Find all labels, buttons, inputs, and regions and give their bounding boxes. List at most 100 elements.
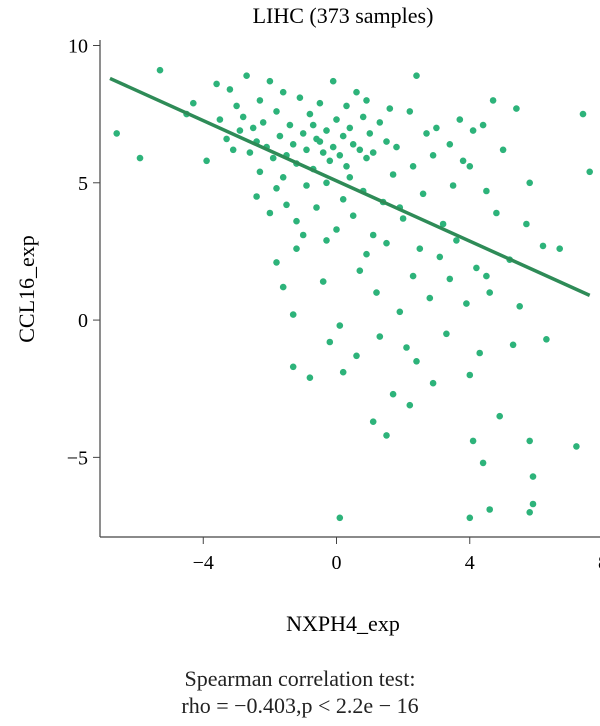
data-point [190,99,197,107]
data-point [543,336,550,343]
data-point [399,215,407,222]
data-point [393,143,400,151]
data-point [333,116,340,123]
data-point [429,379,437,387]
data-point [226,86,234,93]
data-point [383,432,390,439]
data-point [383,138,390,145]
data-point [439,220,447,228]
data-point [523,220,530,228]
data-point [213,80,220,88]
data-point [336,514,344,522]
data-point [413,72,420,79]
data-point [336,322,344,329]
data-point [316,99,324,107]
data-point [293,245,300,252]
data-point [366,130,374,137]
data-point [526,437,533,445]
data-point [479,459,487,467]
data-point [306,110,314,118]
data-point [299,231,307,239]
data-point [326,338,334,346]
data-point [486,289,494,296]
regression-line [109,76,591,297]
data-point [343,102,350,110]
data-point [323,179,330,187]
data-point [303,182,310,189]
data-point [423,130,430,137]
data-point [256,168,264,176]
data-point [273,185,280,192]
data-point [323,127,330,134]
data-point [539,242,547,250]
data-point [333,226,340,233]
x-axis-ticks: −4 0 4 8 [193,537,600,574]
data-point [496,412,504,420]
data-point [269,154,277,162]
data-point [466,163,474,170]
data-point [319,149,327,156]
data-point [526,179,533,187]
y-tick-label: −5 [67,447,88,469]
data-point [486,506,494,513]
data-point [479,121,487,129]
data-point [276,132,284,140]
data-point [473,264,480,272]
data-point [279,174,287,181]
data-point [409,272,417,280]
x-tick-label: 4 [465,552,475,574]
data-point [369,418,377,426]
stats-test-label: Spearman correlation test: [184,666,416,691]
data-point [389,171,397,178]
data-point [483,187,490,195]
data-point [273,108,280,115]
data-point [406,108,414,115]
data-point [113,130,120,137]
data-point [243,72,250,79]
data-point [429,152,437,159]
data-point [463,300,470,307]
data-point [363,154,370,162]
data-point [259,119,267,126]
data-point [279,88,287,96]
data-point [369,231,377,239]
data-point [223,135,230,143]
data-point [336,152,344,159]
x-tick-label: 8 [598,552,600,574]
data-point [453,237,460,244]
data-point [349,212,357,219]
data-point [499,146,507,154]
data-point [526,509,533,516]
data-point [389,390,397,398]
data-point [489,97,497,104]
data-point [339,132,347,140]
data-point [253,193,260,200]
y-tick-label: 0 [78,310,88,332]
data-point [529,473,537,480]
data-point [136,154,144,162]
data-point [466,371,474,379]
data-point [329,77,337,85]
data-point [363,97,370,104]
data-point [579,110,587,118]
data-point [396,308,404,316]
data-point [256,97,264,104]
data-point [216,116,224,123]
data-point [339,196,347,203]
data-point [239,113,247,121]
y-tick-label: 5 [78,173,88,195]
data-point [266,77,274,85]
data-point [476,349,484,357]
data-point [483,272,490,280]
data-point [316,138,324,145]
data-point [229,146,237,154]
data-point [279,283,287,291]
data-point [343,163,350,170]
data-point [509,341,517,349]
data-point [383,239,390,247]
data-point [449,182,457,189]
data-point [376,119,384,126]
data-point [369,149,377,156]
data-point [433,124,440,132]
data-point [409,163,417,170]
